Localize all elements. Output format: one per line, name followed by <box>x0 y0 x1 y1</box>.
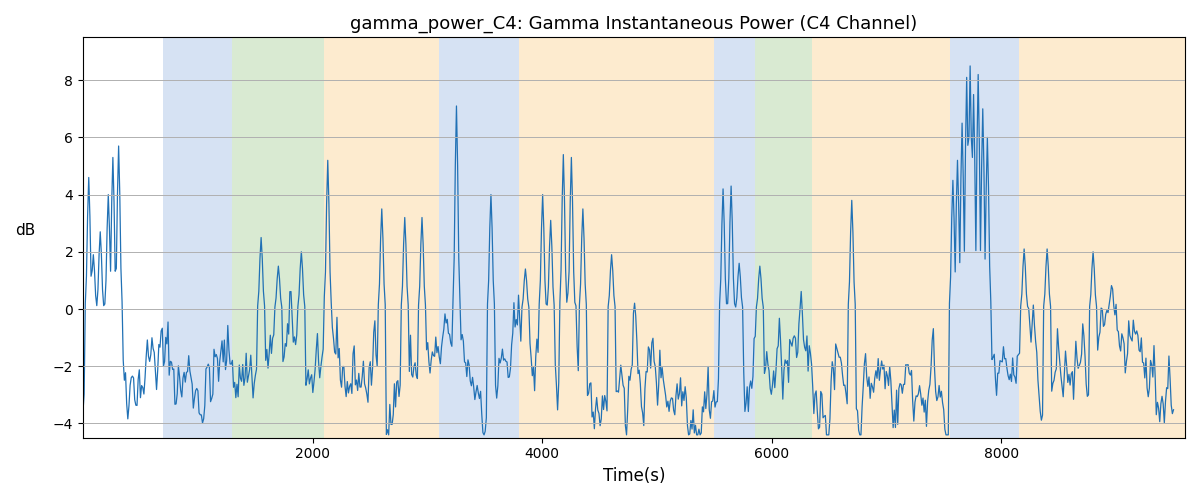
Bar <box>949 38 1019 438</box>
Bar <box>755 38 812 438</box>
Bar <box>324 38 439 438</box>
Bar <box>233 38 324 438</box>
Bar <box>812 38 949 438</box>
Bar <box>714 38 755 438</box>
Bar <box>439 38 520 438</box>
Bar <box>163 38 233 438</box>
Title: gamma_power_C4: Gamma Instantaneous Power (C4 Channel): gamma_power_C4: Gamma Instantaneous Powe… <box>350 15 918 34</box>
Y-axis label: dB: dB <box>14 222 35 238</box>
Bar <box>520 38 714 438</box>
X-axis label: Time(s): Time(s) <box>602 467 665 485</box>
Bar <box>1019 38 1186 438</box>
